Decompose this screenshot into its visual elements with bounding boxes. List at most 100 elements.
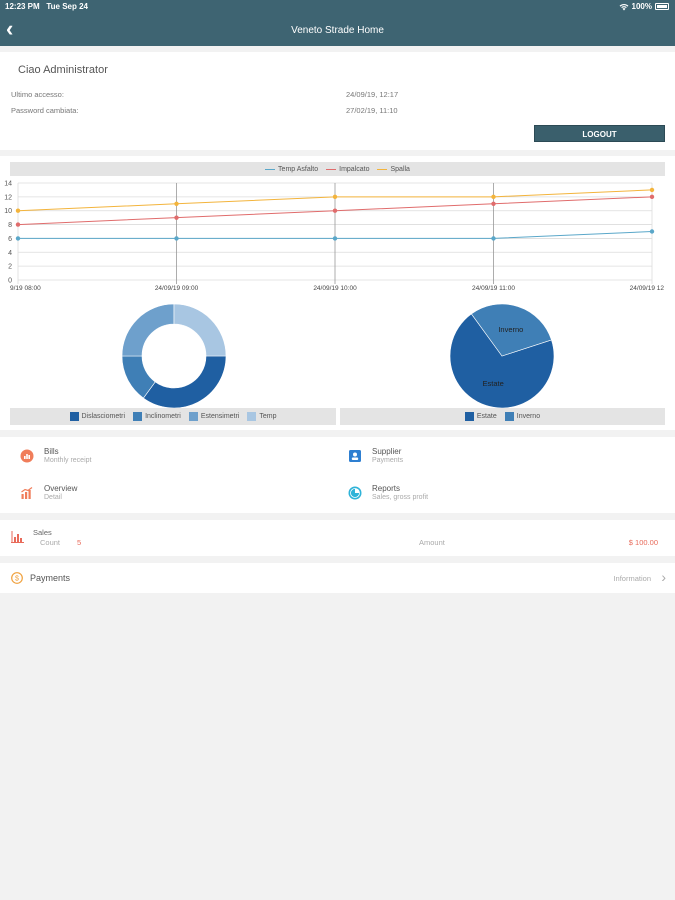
legend-label: Estate [476,413,497,420]
legend-line-symbol [377,168,388,170]
x-tick-label: 24/09/19 12 [630,285,665,292]
legend-line-symbol [265,168,276,170]
x-tick-label: 24/09/19 09:00 [155,285,199,292]
sales-amount-label: Amount [419,538,445,547]
navigation-bar: ‹ Veneto Strade Home [0,14,675,46]
page-title: Veneto Strade Home [291,25,384,36]
y-tick-label: 12 [4,194,12,201]
legend-item: Temp [247,412,277,421]
menu-panel: Bills Monthly receipt Supplier Payments … [0,437,675,513]
legend-item: Spalla [377,165,410,173]
pie-slice [449,313,555,409]
status-right: 100% [619,2,669,11]
data-point [649,229,655,234]
pie-slice [121,303,175,357]
legend-line-symbol [326,168,337,170]
sales-chart-icon [11,531,24,543]
reports-subtitle: Sales, gross profit [372,494,429,501]
legend-item: Inverno [504,412,541,421]
legend-label: Temp [259,413,277,420]
legend-label: Inclinometri [145,413,181,420]
legend-item: Temp Asfalto [265,166,318,173]
legend-swatch [133,412,143,421]
data-point [332,236,338,241]
data-point [174,236,179,241]
legend-item: Inclinometri [133,412,181,421]
chevron-right-icon[interactable]: › [661,569,666,585]
data-point [174,215,179,220]
supplier-subtitle: Payments [372,457,404,464]
data-point [174,201,179,206]
pie-chart-icon [348,486,362,500]
x-tick-label: 24/09/19 10:00 [313,285,357,292]
sales-count-value: 5 [77,538,82,547]
data-point [332,208,338,213]
chart-panel: Temp Asfalto Impalcato Spalla 0 2 4 6 8 10 12 14 9… [0,156,675,430]
sales-amount-value: $ 100.00 [628,538,658,547]
donut-legend: Dislasciometri Inclinometri Estensimetri Te… [10,408,336,425]
y-tick-label: 0 [8,278,12,285]
greeting-text: Ciao Administrator [18,64,108,76]
line-chart: 0 2 4 6 8 10 12 14 9/19 08:00 24/09/19 09:00 24/09… [4,181,665,293]
data-point [649,194,655,200]
user-panel: Ciao Administrator Ultimo accesso: 24/09… [0,52,675,150]
bills-icon [20,449,34,463]
legend-label: Impalcato [339,165,370,173]
legend-swatch [464,412,474,421]
y-tick-label: 6 [8,236,12,243]
battery-percent: 100% [631,2,652,11]
y-tick-label: 2 [8,264,12,271]
payments-row[interactable]: $ Payments Information › [0,563,675,593]
data-point [332,194,338,200]
donut-chart [121,303,227,409]
y-tick-label: 10 [4,208,12,215]
data-point [491,194,496,200]
legend-swatch [504,412,514,421]
last-access-label: Ultimo accesso: [11,90,64,99]
supplier-icon [349,450,361,462]
reports-title: Reports [372,484,401,493]
legend-item: Estensimetri [188,412,239,421]
sales-panel[interactable]: Sales Count 5 Amount $ 100.00 [0,520,675,556]
sales-count-label: Count [40,538,61,547]
wifi-icon [619,3,628,10]
password-changed-value: 27/02/19, 11:10 [346,106,398,115]
legend-label: Dislasciometri [81,413,126,420]
slice-label: Estate [483,379,504,388]
y-tick-label: 8 [8,222,12,229]
legend-item: Dislasciometri [69,412,126,421]
bar-chart-icon [21,487,33,499]
payments-title: Payments [30,573,71,583]
legend-item: Impalcato [326,166,369,173]
overview-subtitle: Detail [44,494,62,501]
legend-swatch [247,412,257,421]
pie-slice [143,355,227,409]
supplier-title: Supplier [372,447,402,456]
bills-title: Bills [44,447,59,456]
password-changed-label: Password cambiata: [11,106,79,115]
status-time: 12:23 PM Tue Sep 24 [5,2,89,11]
status-bar: 12:23 PM Tue Sep 24 100% [0,0,675,14]
legend-swatch [69,412,79,421]
last-access-value: 24/09/19, 12:17 [346,90,399,99]
data-point [491,236,496,241]
slice-label: Inverno [498,325,523,334]
pie-slice [471,303,552,357]
legend-swatch [188,412,198,421]
bills-subtitle: Monthly receipt [44,457,92,464]
legend-label: Inverno [516,413,541,420]
data-point [649,187,655,193]
y-tick-label: 14 [4,181,12,188]
line-chart-legend: Temp Asfalto Impalcato Spalla [10,162,665,176]
y-tick-label: 4 [8,250,12,257]
legend-item: Estate [464,412,497,421]
data-point [15,236,21,241]
legend-label: Spalla [390,165,410,173]
sales-title: Sales [33,528,52,537]
logout-button[interactable]: LOGOUT [534,125,665,142]
back-chevron-icon[interactable]: ‹ [6,16,14,41]
pie-legend: Estate Inverno [340,408,665,425]
overview-title: Overview [44,484,78,493]
pie-slice [173,303,227,357]
pie-chart: Estate Inverno [449,303,555,409]
